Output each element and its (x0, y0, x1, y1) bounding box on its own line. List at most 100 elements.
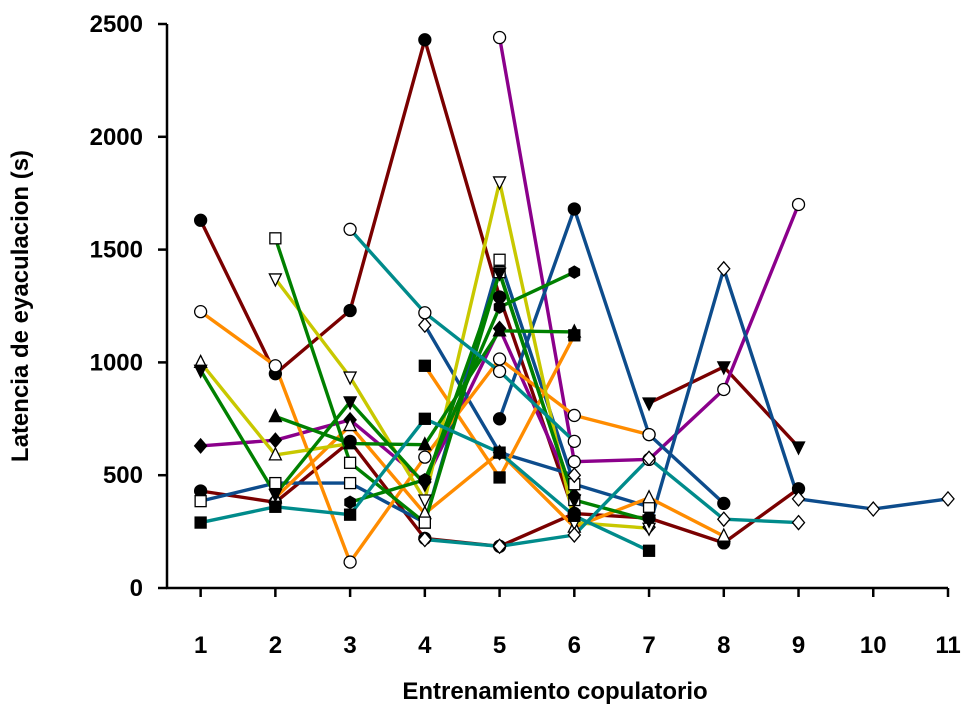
data-point-series-15 (269, 232, 282, 245)
data-point-series-16 (193, 364, 208, 379)
data-point-series-6 (492, 412, 507, 426)
x-tick-label: 10 (860, 632, 887, 659)
data-point-series-11 (418, 359, 431, 372)
data-point-series-19 (269, 500, 282, 513)
x-tick-label: 4 (418, 632, 432, 659)
x-tick-label: 5 (493, 632, 506, 659)
data-point-series-14 (268, 446, 283, 461)
data-point-series-12 (642, 489, 657, 504)
data-point-series-9 (567, 467, 582, 484)
y-tick-label: 500 (103, 462, 143, 489)
data-point-series-6 (567, 202, 581, 216)
data-point-series-19 (418, 412, 431, 425)
data-point-series-1 (343, 303, 357, 318)
data-point-series-6 (717, 496, 731, 511)
data-point-series-17 (492, 322, 507, 337)
data-point-series-7 (791, 490, 806, 507)
series-line-21 (423, 456, 801, 548)
y-tick-label: 1500 (90, 237, 143, 264)
data-point-series-7 (866, 501, 881, 518)
y-ticks: 0 500 1000 1500 2000 2500 (90, 11, 167, 602)
data-point-series-10 (418, 450, 432, 464)
x-tick-label: 11 (935, 632, 960, 659)
data-point-series-15 (418, 516, 431, 529)
data-point-series-13 (268, 273, 283, 288)
data-point-series-19 (493, 446, 506, 459)
data-point-series-18 (568, 265, 581, 279)
data-point-series-21 (716, 511, 731, 528)
data-point-series-3 (791, 441, 806, 456)
data-point-series-5 (268, 432, 283, 449)
series-line-6 (497, 207, 726, 506)
data-point-series-3 (716, 361, 731, 376)
data-point-series-10 (567, 408, 581, 423)
data-point-series-19 (568, 509, 581, 522)
data-point-series-21 (492, 538, 507, 555)
data-point-series-3 (642, 397, 657, 412)
data-point-series-4 (717, 382, 731, 397)
data-point-series-16 (343, 396, 358, 411)
data-point-series-10 (343, 555, 357, 569)
axes (165, 24, 948, 590)
data-point-series-7 (716, 260, 731, 277)
x-ticks: 1 2 3 4 5 6 7 8 9 10 11 (194, 588, 961, 659)
data-point-series-17 (343, 435, 358, 450)
x-tick-label: 7 (642, 632, 655, 659)
series-markers (193, 30, 955, 569)
data-point-series-17 (567, 323, 582, 338)
data-point-series-18 (493, 300, 506, 314)
data-point-series-13 (417, 494, 432, 509)
x-tick-label: 8 (717, 632, 730, 659)
series-line-1 (198, 38, 576, 516)
data-point-series-4 (567, 455, 581, 469)
x-tick-label: 6 (568, 632, 581, 659)
data-point-series-18 (418, 472, 431, 487)
data-point-series-15 (343, 456, 357, 469)
series-line-20 (348, 227, 576, 444)
data-point-series-10 (193, 304, 208, 319)
x-tick-label: 2 (269, 632, 282, 659)
x-axis-title: Entrenamiento copulatorio (402, 678, 707, 705)
data-point-series-19 (194, 516, 207, 529)
data-point-series-19 (343, 508, 357, 521)
data-point-series-20 (418, 306, 432, 320)
data-point-series-17 (268, 408, 283, 423)
x-tick-label: 1 (194, 632, 207, 659)
data-point-series-19 (642, 544, 656, 557)
x-tick-label: 9 (792, 632, 805, 659)
data-point-series-10 (268, 359, 283, 373)
data-point-series-17 (417, 436, 432, 451)
y-tick-label: 2000 (90, 124, 143, 151)
data-point-series-20 (343, 222, 357, 236)
data-point-series-21 (642, 450, 656, 467)
data-point-series-20 (567, 434, 581, 449)
data-point-series-11 (493, 471, 506, 484)
data-point-series-1 (418, 33, 432, 47)
y-axis-title: Latencia de eyaculacion (s) (7, 150, 34, 462)
data-point-series-21 (791, 514, 806, 531)
data-point-series-10 (642, 427, 656, 442)
data-point-series-4 (791, 197, 806, 212)
data-point-series-16 (492, 267, 507, 282)
y-tick-label: 2500 (90, 11, 143, 38)
data-point-series-12 (716, 527, 731, 542)
data-point-series-5 (193, 437, 208, 454)
x-tick-label: 3 (343, 632, 356, 659)
data-point-series-9 (417, 317, 432, 334)
series-line-13 (273, 180, 651, 530)
data-point-series-20 (492, 364, 507, 379)
data-point-series-16 (268, 488, 283, 503)
data-point-series-8 (194, 494, 207, 508)
data-point-series-7 (941, 490, 955, 507)
data-point-series-21 (567, 526, 582, 543)
data-point-series-8 (343, 476, 357, 490)
y-tick-label: 1000 (90, 349, 143, 376)
data-point-series-12 (343, 417, 358, 432)
data-point-series-8 (493, 253, 506, 266)
data-point-series-4 (492, 30, 507, 45)
series-line-18 (348, 270, 576, 504)
data-point-series-8 (269, 476, 282, 490)
data-point-series-10 (492, 352, 507, 366)
data-point-series-16 (567, 494, 582, 509)
